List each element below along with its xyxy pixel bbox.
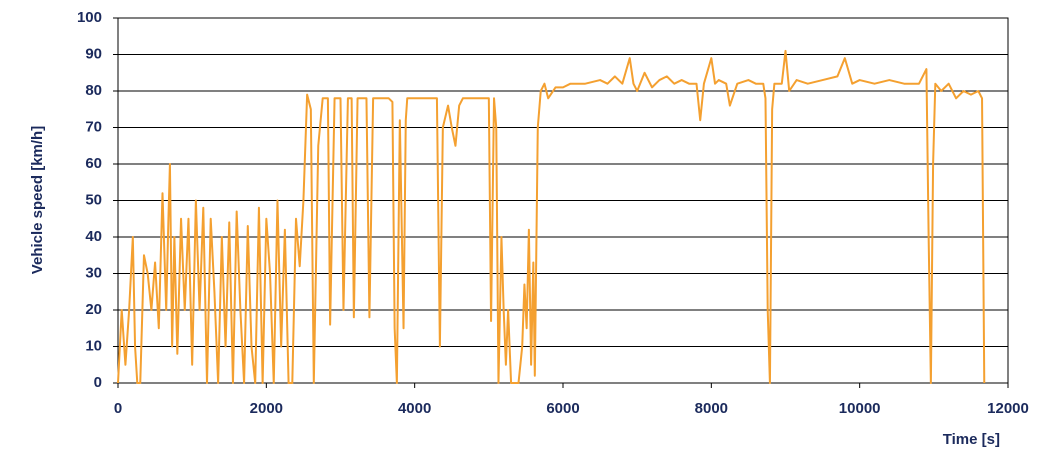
y-tick-label: 40 <box>85 228 102 245</box>
y-tick-label: 100 <box>77 9 102 26</box>
x-tick-label: 6000 <box>546 400 579 417</box>
x-tick-label: 0 <box>114 400 122 417</box>
plot-border <box>117 17 1009 384</box>
x-axis-label: Time [s] <box>943 431 1000 448</box>
x-tick-label: 4000 <box>398 400 431 417</box>
x-tick-label: 2000 <box>250 400 283 417</box>
y-tick-label: 70 <box>85 118 102 135</box>
speed-line <box>117 49 986 384</box>
y-tick-label: 20 <box>85 301 102 318</box>
y-tick-label: 0 <box>94 374 102 391</box>
y-tick-label: 90 <box>85 45 102 62</box>
y-tick-label: 30 <box>85 264 102 281</box>
y-tick-label: 80 <box>85 82 102 99</box>
x-tick-label: 10000 <box>839 400 881 417</box>
y-tick-label: 60 <box>85 155 102 172</box>
y-tick-label: 10 <box>85 337 102 354</box>
y-tick-label: 50 <box>85 191 102 208</box>
y-axis-label: Vehicle speed [km/h] <box>29 126 46 274</box>
x-tick-label: 8000 <box>695 400 728 417</box>
x-tick-label: 12000 <box>987 400 1029 417</box>
